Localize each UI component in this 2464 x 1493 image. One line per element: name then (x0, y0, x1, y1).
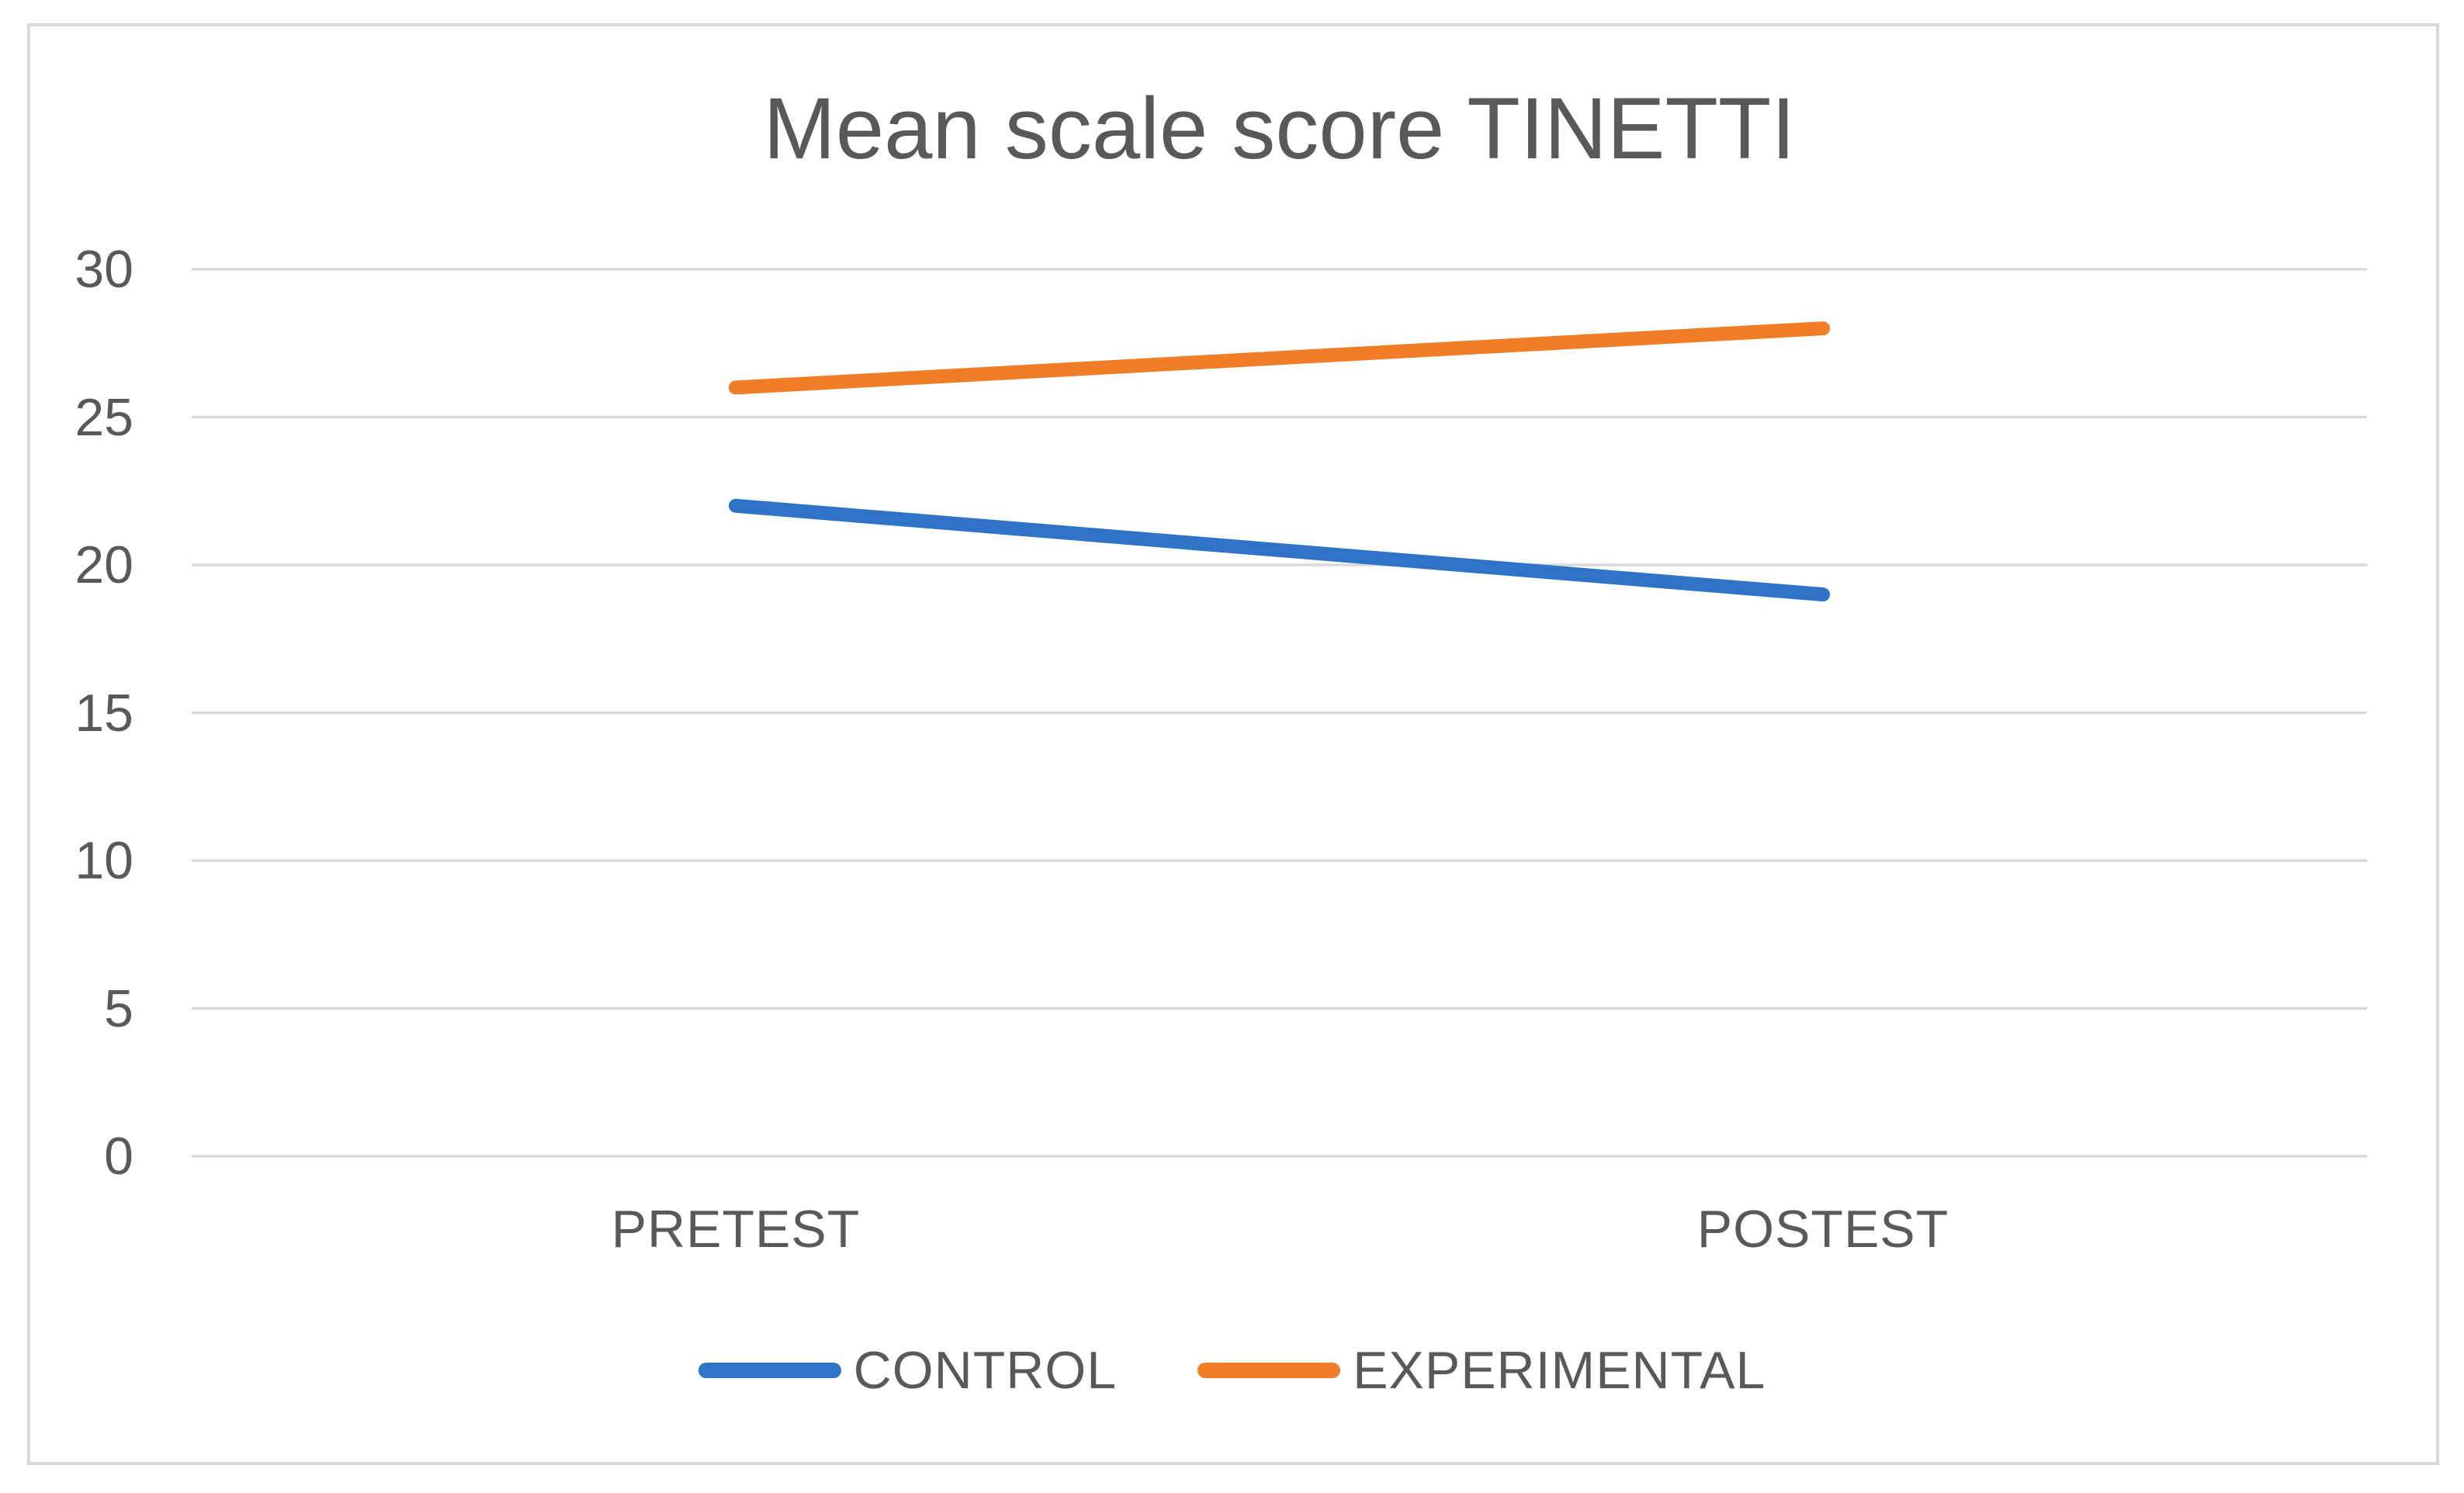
series-line-control (729, 498, 1830, 602)
y-tick-label: 30 (75, 240, 133, 299)
x-axis-label: POSTEST (1696, 1200, 1949, 1259)
legend-label: CONTROL (853, 1341, 1118, 1400)
y-tick-label: 25 (75, 387, 133, 447)
y-tick-label: 15 (75, 683, 133, 743)
y-tick-label: 0 (104, 1127, 133, 1186)
legend-item-experimental: EXPERIMENTAL (1197, 1342, 1766, 1398)
y-tick-label: 20 (75, 535, 133, 594)
legend-label: EXPERIMENTAL (1353, 1341, 1766, 1400)
y-tick-label: 10 (75, 831, 133, 890)
chart-frame (27, 23, 2439, 1465)
series-line-experimental (729, 321, 1830, 395)
x-axis-label: PRETEST (611, 1200, 861, 1259)
y-tick-label: 5 (104, 979, 133, 1038)
chart-title: Mean scale score TINETTI (763, 80, 1796, 177)
legend-swatch-experimental (1197, 1363, 1341, 1378)
legend-swatch-control (698, 1363, 841, 1378)
legend: CONTROL EXPERIMENTAL (0, 1332, 2464, 1409)
legend-item-control: CONTROL (698, 1342, 1117, 1398)
